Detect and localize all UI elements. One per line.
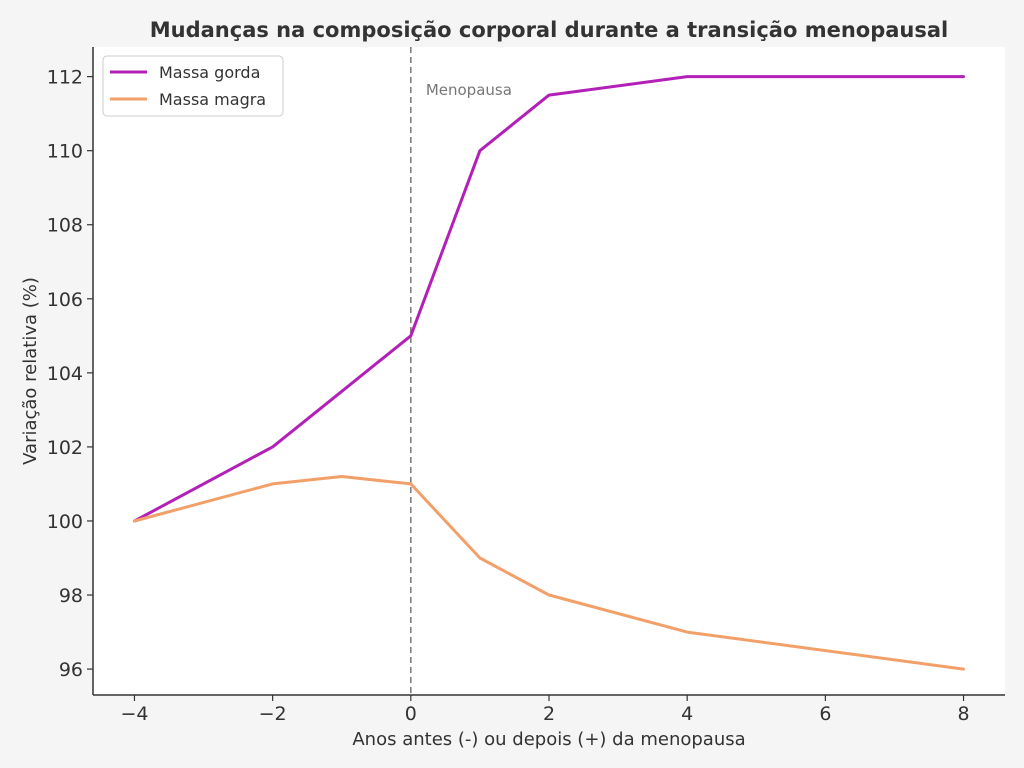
legend-box	[102, 55, 284, 117]
y-tick-label: 108	[47, 215, 83, 237]
y-tick-label: 110	[47, 141, 83, 163]
legend-label: Massa gorda	[159, 63, 260, 82]
chart-title: Mudanças na composição corporal durante …	[150, 18, 949, 42]
y-tick-label: 100	[47, 511, 83, 533]
menopause-label: Menopausa	[426, 81, 512, 99]
y-tick-label: 112	[47, 67, 83, 89]
series-line-massa-magra	[133, 475, 965, 671]
x-tick-label: 2	[543, 703, 555, 725]
series-lines	[133, 75, 965, 671]
x-tick-label: −4	[120, 703, 148, 725]
y-tick-label: 96	[59, 659, 83, 681]
series-line-massa-gorda	[133, 75, 965, 523]
y-tick-label: 98	[59, 585, 83, 607]
x-tick-label: 4	[681, 703, 693, 725]
x-axis-label: Anos antes (-) ou depois (+) da menopaus…	[352, 729, 745, 750]
y-tick-label: 104	[47, 363, 83, 385]
y-axis-label: Variação relativa (%)	[20, 277, 41, 465]
x-tick-label: 8	[957, 703, 969, 725]
y-tick-label: 102	[47, 437, 83, 459]
x-ticks: −4 −2 0 2 4 6 8	[120, 695, 970, 725]
x-tick-label: 6	[819, 703, 831, 725]
plot-area	[93, 47, 1005, 695]
legend-label: Massa magra	[159, 90, 266, 109]
y-tick-label: 106	[47, 289, 83, 311]
x-tick-label: −2	[259, 703, 287, 725]
legend: Massa gorda Massa magra	[102, 55, 284, 117]
x-tick-label: 0	[405, 703, 417, 725]
y-ticks: 96 98 100 102 104 106 108 110 112	[47, 67, 93, 681]
annotations: Menopausa	[410, 47, 512, 695]
